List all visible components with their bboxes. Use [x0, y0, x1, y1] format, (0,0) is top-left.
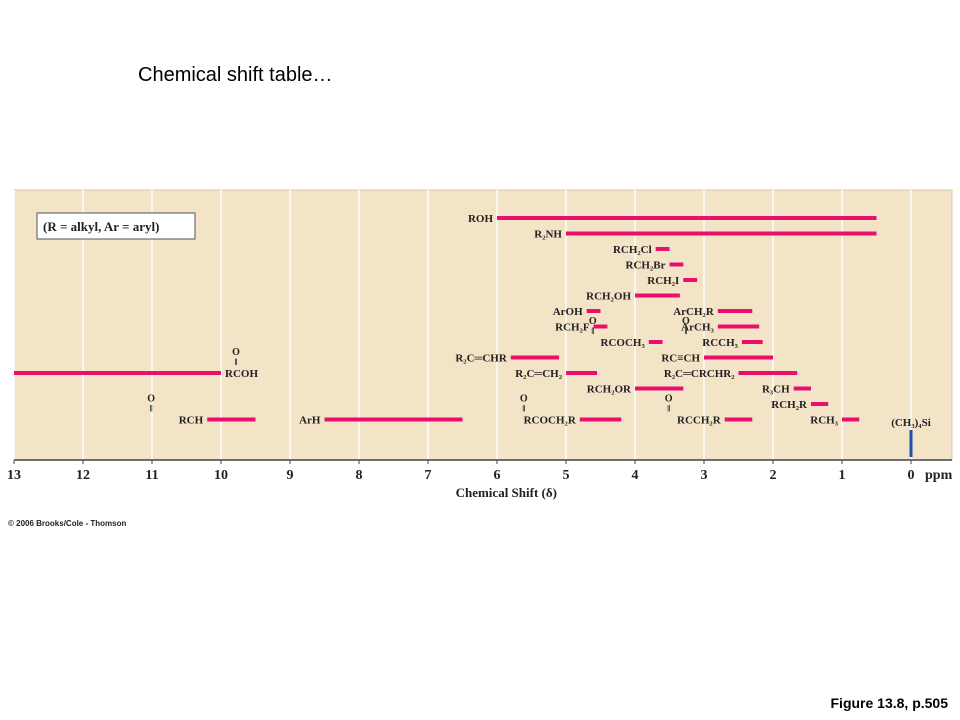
key-note: (R = alkyl, Ar = aryl) — [43, 219, 159, 234]
shift-range-bar — [648, 340, 663, 344]
x-tick-label: 5 — [563, 468, 570, 483]
x-tick-label: 4 — [632, 468, 639, 483]
shift-range-bar — [635, 293, 680, 298]
shift-range-bar — [683, 278, 698, 282]
shift-range-bar — [510, 355, 560, 360]
double-bond-label: ‖ — [522, 404, 525, 414]
shift-range-label: ArOH — [553, 306, 583, 318]
shift-range-label: RCOCH₂R — [524, 415, 577, 427]
shift-range-bar — [793, 386, 811, 391]
double-bond-label: ‖ — [684, 326, 687, 336]
double-bond-label: ‖ — [150, 404, 153, 414]
tms-reference-bar — [909, 430, 913, 457]
shift-range-label: RCOH — [225, 368, 258, 380]
shift-range-label: RCH₂OH — [586, 291, 631, 303]
carbonyl-oxygen-label: O — [665, 394, 673, 405]
x-axis-label: Chemical Shift (δ) — [456, 485, 557, 500]
x-tick-label: 0 — [908, 468, 915, 483]
double-bond-label: ‖ — [591, 326, 594, 336]
shift-range-label: ArCH₃ — [681, 322, 714, 334]
x-tick-label: 6 — [494, 468, 501, 483]
slide-title: Chemical shift table… — [138, 64, 333, 86]
shift-range-label: RC≡CH — [661, 353, 700, 365]
carbonyl-oxygen-label: O — [589, 316, 597, 327]
shift-range-bar — [741, 340, 763, 344]
figure-caption: Figure 13.8, p.505 — [830, 695, 949, 711]
shift-range-label: R₂C═CH₂ — [515, 368, 562, 380]
shift-range-label: RCH₂Br — [626, 260, 666, 272]
x-tick-label: 11 — [145, 468, 158, 483]
shift-range-label: ArCH₂R — [673, 306, 715, 318]
shift-range-bar — [14, 371, 221, 375]
carbonyl-oxygen-label: O — [232, 347, 240, 358]
x-tick-label: 8 — [356, 468, 363, 483]
shift-range-bar — [324, 417, 463, 422]
x-tick-label: 3 — [701, 468, 708, 483]
shift-range-bar — [566, 231, 877, 236]
x-tick-label: 2 — [770, 468, 777, 483]
shift-range-label: RCOCH₃ — [601, 337, 646, 349]
shift-range-label: ArH — [299, 415, 321, 427]
x-tick-label: 1 — [839, 468, 846, 483]
shift-range-label: RCH₂R — [771, 399, 808, 411]
x-tick-label: 13 — [7, 468, 21, 483]
tms-reference-label: (CH₃)₄Si — [891, 417, 931, 429]
shift-range-bar — [655, 247, 670, 251]
shift-range-label: RCH₂F — [555, 322, 590, 334]
x-axis-unit: ppm — [925, 468, 953, 483]
shift-range-bar — [635, 386, 684, 391]
shift-range-label: RCH₃ — [810, 415, 838, 427]
x-tick-label: 10 — [214, 468, 228, 483]
shift-range-label: RCH — [179, 415, 204, 427]
x-tick-label: 9 — [287, 468, 294, 483]
x-tick-label: 7 — [425, 468, 432, 483]
shift-range-bar — [566, 371, 598, 375]
shift-range-label: RCH₂I — [647, 275, 679, 287]
shift-range-bar — [810, 402, 829, 406]
shift-range-bar — [738, 371, 798, 375]
shift-range-label: RCCH₂R — [677, 415, 722, 427]
key-note-box — [36, 212, 196, 240]
shift-range-label: RCCH₃ — [702, 337, 738, 349]
shift-range-label: RCH₂OR — [587, 384, 632, 396]
double-bond-label: ‖ — [235, 357, 238, 367]
shift-range-bar — [717, 324, 760, 329]
shift-range-bar — [842, 417, 860, 422]
shift-range-bar — [717, 309, 753, 313]
shift-range-label: R₃CH — [762, 384, 790, 396]
shift-range-label: R₂C═CRCHR₂ — [664, 368, 735, 380]
shift-range-bar — [497, 216, 877, 220]
shift-range-bar — [724, 417, 753, 422]
shift-range-bar — [593, 324, 608, 329]
shift-range-label: R₂NH — [534, 229, 562, 241]
shift-range-label: ROH — [468, 213, 494, 225]
shift-range-label: R₂C═CHR — [455, 353, 507, 365]
shift-range-label: RCH₂Cl — [613, 244, 652, 256]
double-bond-label: ‖ — [667, 404, 670, 414]
x-tick-label: 12 — [76, 468, 90, 483]
shift-range-bar — [669, 262, 684, 267]
shift-range-bar — [579, 417, 622, 422]
shift-range-bar — [586, 309, 601, 313]
carbonyl-oxygen-label: O — [682, 316, 690, 327]
carbonyl-oxygen-label: O — [520, 394, 528, 405]
carbonyl-oxygen-label: O — [147, 394, 155, 405]
copyright-notice: © 2006 Brooks/Cole - Thomson — [8, 519, 127, 528]
shift-range-bar — [704, 355, 773, 360]
shift-range-bar — [207, 417, 256, 422]
